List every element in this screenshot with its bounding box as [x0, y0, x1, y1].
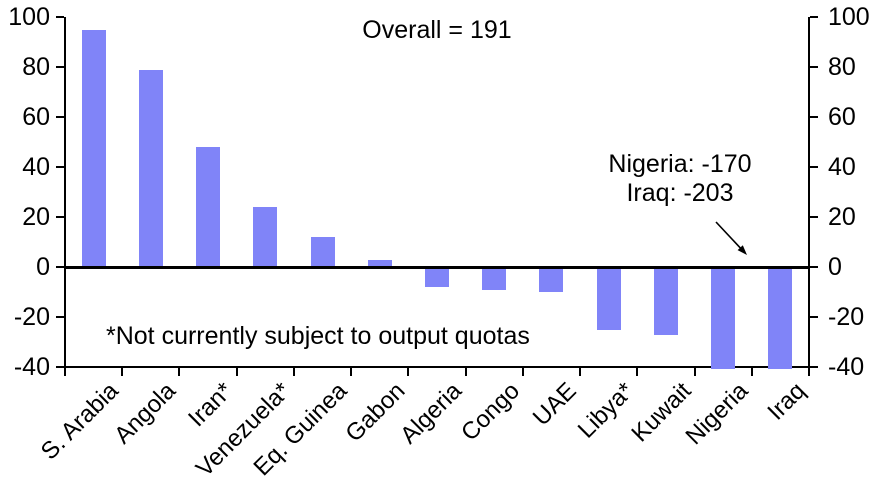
- annotation-arrow-icon: [715, 221, 747, 255]
- category-label: Congo: [455, 377, 525, 447]
- annotation-nigeria: Nigeria: -170: [608, 150, 752, 178]
- y-tick-label-left: 0: [36, 253, 50, 281]
- outlier-annotation: Nigeria: -170 Iraq: -203: [580, 150, 780, 208]
- x-tick: [407, 368, 410, 376]
- bar: [196, 147, 221, 267]
- bar: [711, 267, 736, 369]
- chart-title: Overall = 191: [362, 16, 512, 44]
- y-tick-left: [56, 216, 64, 218]
- x-tick: [808, 368, 810, 376]
- y-tick-label-right: -20: [828, 303, 865, 331]
- x-tick: [464, 368, 467, 376]
- x-tick: [178, 368, 181, 376]
- x-tick: [121, 368, 124, 376]
- y-tick-right: [810, 316, 818, 318]
- y-tick-label-left: -20: [13, 303, 50, 331]
- bar: [539, 267, 564, 292]
- y-tick-label-right: 20: [828, 203, 856, 231]
- y-tick-label-right: -40: [828, 353, 865, 381]
- y-tick-right: [810, 116, 818, 118]
- category-label: Angola: [109, 377, 182, 450]
- category-label: Nigeria: [680, 377, 754, 451]
- x-tick: [636, 368, 639, 376]
- x-tick: [64, 368, 66, 376]
- x-tick: [693, 368, 696, 376]
- y-tick-label-left: 20: [22, 203, 50, 231]
- y-tick-label-right: 40: [828, 153, 856, 181]
- y-tick-right: [810, 16, 818, 18]
- plot-area: [64, 17, 810, 368]
- y-tick-left: [56, 66, 64, 68]
- y-tick-right: [810, 216, 818, 218]
- bar: [253, 207, 278, 267]
- y-tick-label-left: 60: [22, 103, 50, 131]
- annotation-iraq: Iraq: -203: [626, 179, 734, 207]
- y-tick-right: [810, 166, 818, 168]
- x-tick: [750, 368, 753, 376]
- x-tick: [235, 368, 238, 376]
- footnote: *Not currently subject to output quotas: [106, 322, 530, 350]
- y-tick-left: [56, 116, 64, 118]
- bar: [367, 259, 392, 267]
- y-tick-right: [810, 366, 818, 368]
- category-label: Iraq: [762, 377, 811, 426]
- x-tick: [521, 368, 524, 376]
- bar: [596, 267, 621, 330]
- category-label: S. Arabia: [36, 377, 125, 466]
- y-tick-label-right: 100: [828, 3, 870, 31]
- category-label: Gabon: [340, 377, 411, 448]
- y-tick-label-left: -40: [13, 353, 50, 381]
- category-label: Libya*: [572, 377, 640, 444]
- y-tick-left: [56, 366, 64, 368]
- y-tick-left: [56, 266, 64, 268]
- y-tick-label-left: 40: [22, 153, 50, 181]
- x-tick: [292, 368, 295, 376]
- y-tick-left: [56, 166, 64, 168]
- y-tick-left: [56, 16, 64, 18]
- bar: [653, 267, 678, 335]
- bar: [482, 267, 507, 290]
- y-tick-label-left: 100: [8, 3, 50, 31]
- bar: [138, 69, 163, 267]
- y-tick-left: [56, 316, 64, 318]
- category-label: Algeria: [395, 377, 468, 450]
- y-tick-label-left: 80: [22, 53, 50, 81]
- zero-axis-line: [64, 265, 810, 269]
- bar: [425, 267, 449, 287]
- bar: [768, 267, 793, 369]
- y-tick-label-right: 80: [828, 53, 856, 81]
- x-tick: [350, 368, 353, 376]
- y-tick-label-right: 0: [828, 253, 842, 281]
- x-tick: [579, 368, 582, 376]
- y-tick-label-right: 60: [828, 103, 856, 131]
- bar: [81, 29, 106, 267]
- bar: [310, 237, 335, 267]
- y-tick-right: [810, 66, 818, 68]
- y-tick-right: [810, 266, 818, 268]
